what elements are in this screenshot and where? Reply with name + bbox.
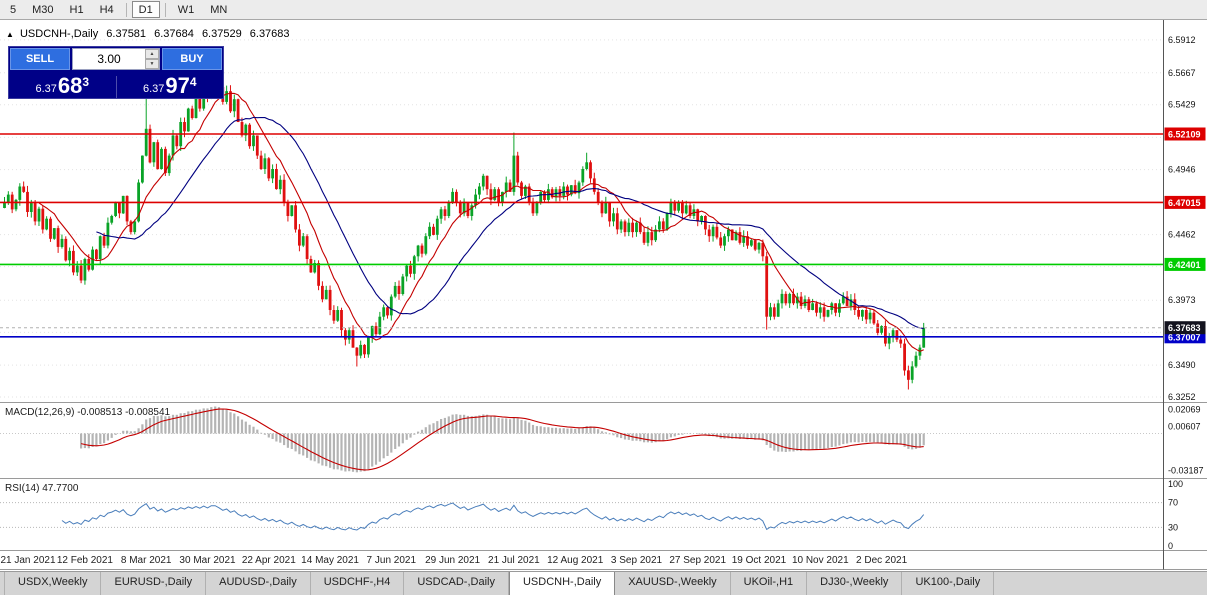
timeframe-button-m30[interactable]: M30 [25,1,60,18]
date-label: 21 Jul 2021 [488,555,540,566]
chart-tab[interactable]: USDX,Weekly [4,572,102,595]
timeframe-toolbar: 5 M30 H1 H4 D1 W1 MN [0,0,1207,20]
timeframe-button-mn[interactable]: MN [203,1,234,18]
date-label: 14 May 2021 [301,555,359,566]
symbol-label: ▲ USDCNH-,Daily 6.37581 6.37684 6.37529 … [6,28,295,40]
price-axis-tick: 6.4946 [1168,165,1196,175]
volume-decrease-button[interactable]: ▼ [145,59,159,69]
date-label: 2 Dec 2021 [856,555,908,566]
date-label: 12 Feb 2021 [57,555,114,566]
price-badge [1164,257,1206,271]
collapse-arrow-icon[interactable]: ▲ [6,30,14,39]
chart-tab[interactable]: USDCNH-,Daily [508,572,616,595]
chart-tab[interactable]: DJ30-,Weekly [807,572,903,595]
timeframe-button-h1[interactable]: H1 [63,1,91,18]
price-badge-text: 6.37007 [1168,332,1201,342]
chart-tab[interactable]: USDCHF-,H4 [310,572,405,595]
price-badge-text: 6.52109 [1168,130,1201,140]
buy-price-main: 97 [165,73,190,98]
date-label: 21 Jan 2021 [0,555,55,566]
symbol-title: USDCNH-,Daily [19,28,99,40]
macd-indicator-label: MACD(12,26,9) -0.008513 -0.008541 [5,407,170,418]
price-axis-tick: 6.5667 [1168,68,1196,78]
date-label: 10 Nov 2021 [792,555,849,566]
rsi-axis-label: 100 [1168,479,1183,489]
sell-price-main: 68 [57,73,83,98]
date-label: 19 Oct 2021 [732,555,787,566]
rsi-axis-label: 70 [1168,498,1178,508]
price-badge [1164,321,1206,335]
price-badge [1164,195,1206,209]
buy-price[interactable]: 6.37 97 4 [117,73,224,98]
chart-tab[interactable]: UKOil-,H1 [730,572,808,595]
macd-axis-label: 0.00607 [1168,422,1201,432]
sell-price[interactable]: 6.37 68 3 [9,73,117,98]
timeframe-button-w1[interactable]: W1 [171,1,202,18]
volume-value[interactable]: 3.00 [97,52,121,66]
ohlc-close: 6.37683 [249,28,290,40]
price-axis-tick: 6.3973 [1168,295,1196,305]
chart-tab[interactable]: UK100-,Daily [902,572,995,595]
date-label: 22 Apr 2021 [242,555,296,566]
price-axis-tick: 6.3490 [1168,360,1196,370]
ohlc-low: 6.37529 [201,28,242,40]
price-badge-text: 6.47015 [1168,198,1201,208]
date-label: 29 Jun 2021 [425,555,480,566]
one-click-trading-panel: SELL 3.00 ▲ ▼ BUY 6.37 68 3 6.37 97 4 [8,46,224,99]
toolbar-separator [125,2,127,17]
date-label: 3 Sep 2021 [611,555,663,566]
chart-tab[interactable]: AUDUSD-,Daily [206,572,311,595]
volume-increase-button[interactable]: ▲ [145,49,159,59]
price-badge-text: 6.42401 [1168,260,1201,270]
price-badge [1164,127,1206,141]
ma-slow-line [96,116,924,330]
buy-price-sup: 4 [189,75,197,89]
date-label: 27 Sep 2021 [669,555,726,566]
price-axis-tick: 6.4462 [1168,230,1196,240]
price-chart[interactable]: 6.59126.56676.54296.51866.49466.47016.44… [0,20,1207,571]
timeframe-button-h4[interactable]: H4 [93,1,121,18]
chart-canvas[interactable]: 6.59126.56676.54296.51866.49466.47016.44… [0,20,1207,571]
rsi-axis-label: 0 [1168,541,1173,551]
rsi-indicator-label: RSI(14) 47.7700 [5,483,78,494]
price-axis-tick: 6.3252 [1168,392,1196,402]
candles [3,55,926,390]
macd-params: MACD(12,26,9) [5,407,75,418]
price-badge-text: 6.37683 [1168,323,1201,333]
macd-values: -0.008513 -0.008541 [77,407,171,418]
date-label: 30 Mar 2021 [179,555,236,566]
rsi-axis-label: 30 [1168,522,1178,532]
price-axis-tick: 6.5912 [1168,35,1196,45]
sell-price-prefix: 6.37 [35,83,57,95]
buy-price-prefix: 6.37 [142,83,165,95]
sell-price-sup: 3 [82,75,90,89]
buy-button[interactable]: BUY [162,48,222,70]
date-label: 12 Aug 2021 [547,555,604,566]
sell-button[interactable]: SELL [10,48,70,70]
timeframe-button-m5[interactable]: 5 [3,1,23,18]
chart-tab[interactable]: EURUSD-,Daily [101,572,207,595]
ma-fast-line [38,92,924,353]
timeframe-button-d1[interactable]: D1 [131,1,160,18]
toolbar-separator [164,2,166,17]
date-label: 7 Jun 2021 [367,555,417,566]
ohlc-high: 6.37684 [154,28,194,40]
price-axis-tick: 6.5429 [1168,100,1196,110]
macd-axis-label: 0.02069 [1168,405,1201,415]
rsi-params: RSI(14) [5,483,40,494]
chart-tab-bar: USDX,Weekly EURUSD-,Daily AUDUSD-,Daily USD… [0,571,1207,595]
rsi-line [61,502,925,531]
volume-stepper[interactable]: 3.00 ▲ ▼ [72,48,160,70]
chart-tab[interactable]: USDCAD-,Daily [404,572,509,595]
ohlc-open: 6.37581 [106,28,147,40]
chart-tab[interactable]: XAUUSD-,Weekly [615,572,731,595]
macd-signal-line [80,408,924,471]
date-label: 8 Mar 2021 [121,555,172,566]
macd-axis-label: -0.03187 [1168,465,1204,475]
rsi-value: 47.7700 [42,483,79,494]
